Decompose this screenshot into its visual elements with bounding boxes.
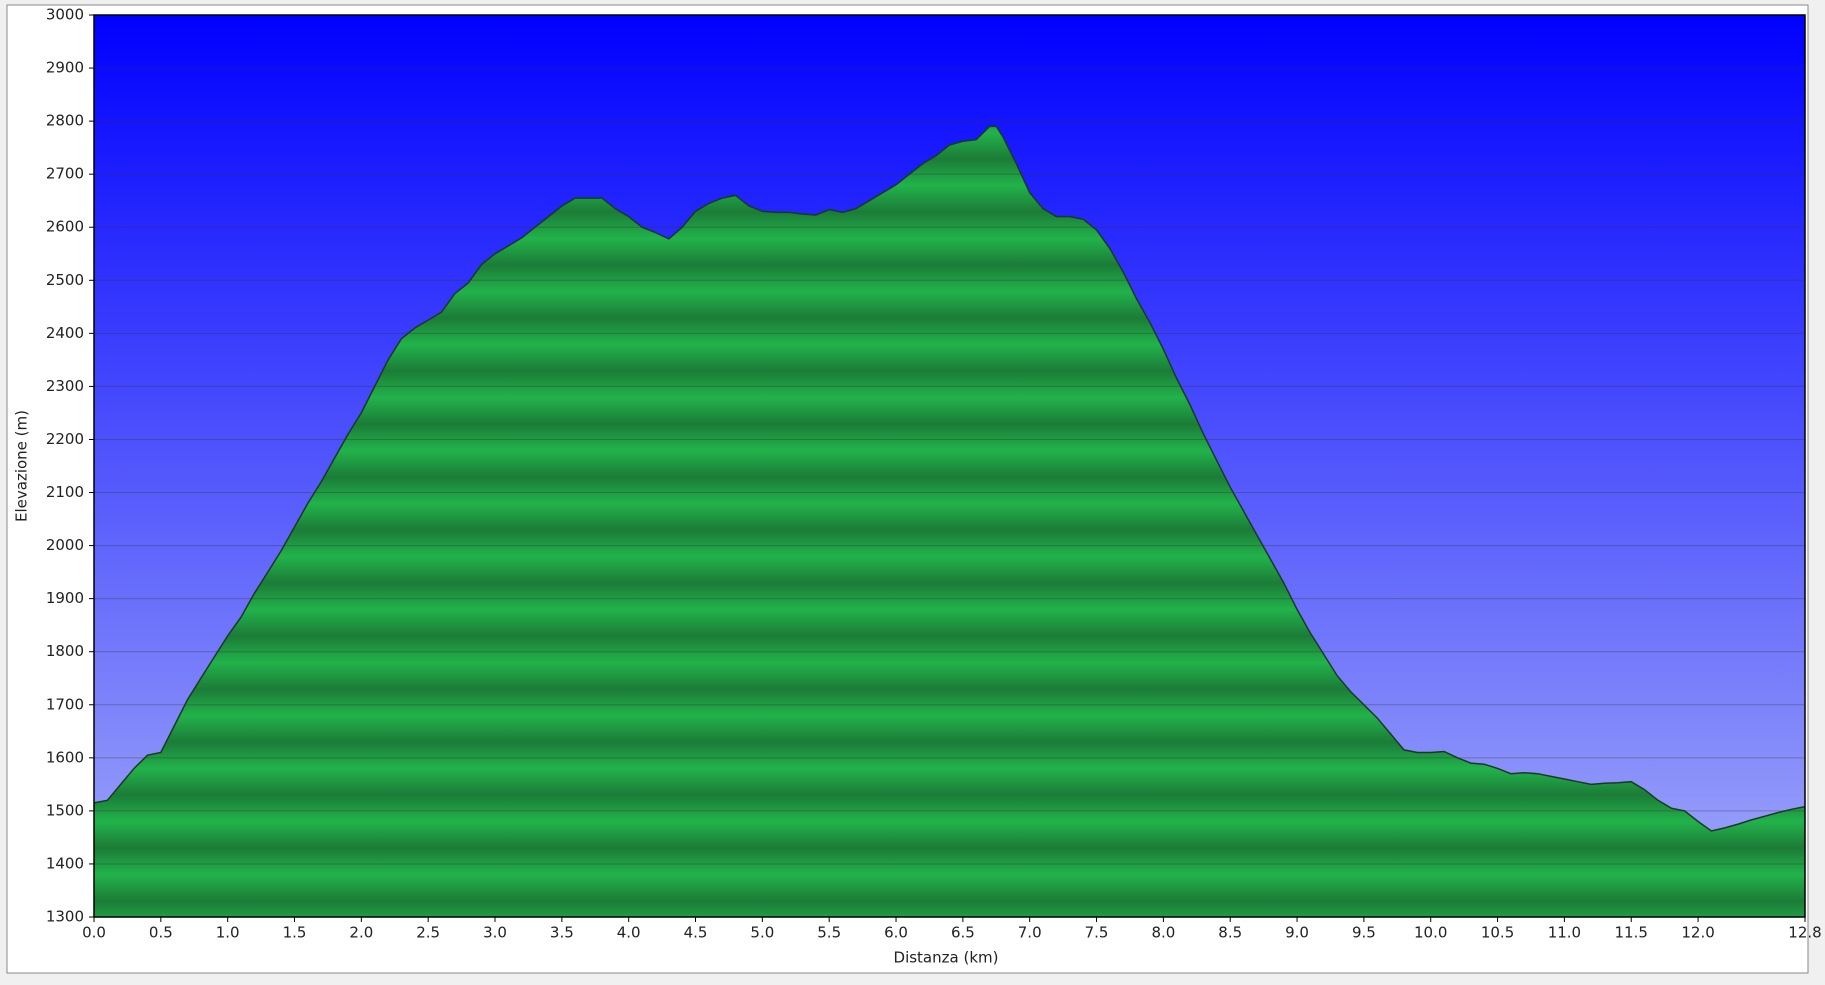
y-tick-label: 3000 [46,6,84,24]
x-tick-label: 10.0 [1414,924,1447,942]
y-tick-label: 2500 [46,271,84,289]
x-tick-label: 5.5 [817,924,841,942]
y-tick-label: 2700 [46,165,84,183]
x-tick-label: 9.0 [1285,924,1309,942]
x-tick-label: 11.5 [1615,924,1648,942]
x-tick-label: 6.0 [884,924,908,942]
x-tick-label: 6.5 [951,924,975,942]
y-tick-label: 1300 [46,908,84,926]
x-tick-label: 4.0 [617,924,641,942]
y-tick-label: 2800 [46,112,84,130]
x-tick-label: 2.0 [349,924,373,942]
x-tick-label: 4.5 [684,924,708,942]
y-tick-label: 1700 [46,695,84,713]
x-tick-label: 1.5 [283,924,307,942]
x-tick-label: 7.0 [1018,924,1042,942]
y-tick-label: 1500 [46,801,84,819]
x-tick-label: 5.0 [750,924,774,942]
y-tick-label: 2300 [46,377,84,395]
y-tick-label: 1400 [46,854,84,872]
x-tick-label: 7.5 [1085,924,1109,942]
plot-border [93,14,1806,918]
y-tick-label: 2900 [46,59,84,77]
y-tick-label: 2000 [46,536,84,554]
x-tick-label: 11.0 [1548,924,1581,942]
y-tick-label: 2400 [46,324,84,342]
x-tick-label: 10.5 [1481,924,1514,942]
y-tick-label: 1900 [46,589,84,607]
y-tick-label: 2100 [46,483,84,501]
y-tick-label: 1800 [46,642,84,660]
x-tick-label: 8.0 [1151,924,1175,942]
line [93,125,1806,832]
x-tick-label: 0.5 [149,924,173,942]
x-tick-label: 12.0 [1681,924,1714,942]
x-axis-label: Distanza (km) [894,949,999,967]
x-tick-label: 8.5 [1218,924,1242,942]
area [94,126,1805,917]
x-tick-label: 3.5 [550,924,574,942]
y-axis-label: Elevazione (m) [13,410,31,522]
y-tick-label: 2600 [46,218,84,236]
x-tick-label: 1.0 [216,924,240,942]
x-tick-label: 2.5 [416,924,440,942]
y-tick-label: 2200 [46,430,84,448]
x-tick-label: 0.0 [82,924,106,942]
x-tick-label: 12.8 [1788,924,1821,942]
y-tick-label: 1600 [46,748,84,766]
x-tick-label: 3.0 [483,924,507,942]
x-tick-label: 9.5 [1352,924,1376,942]
